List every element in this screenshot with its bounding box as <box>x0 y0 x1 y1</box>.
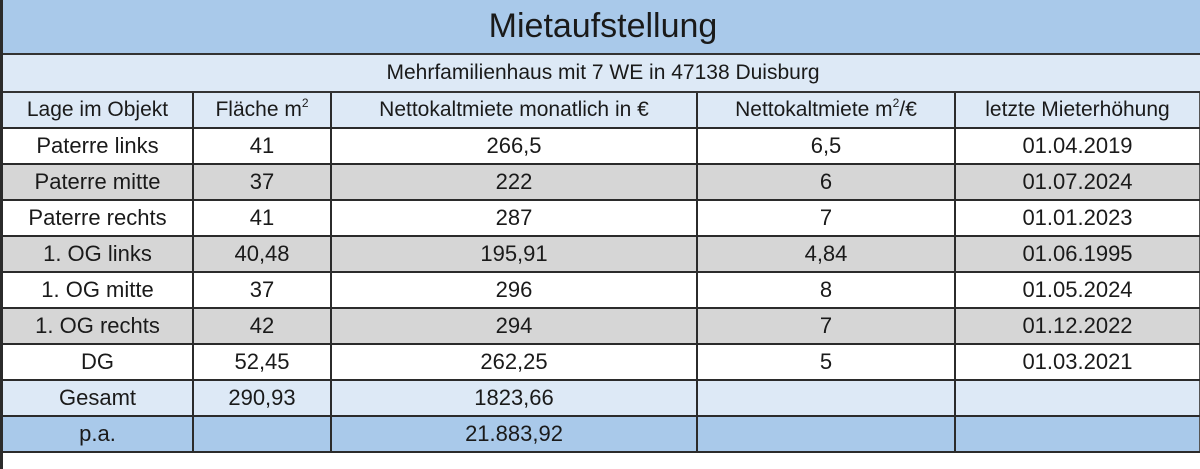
cell-datum: 01.12.2022 <box>954 307 1200 345</box>
header-miete-qm: Nettokaltmiete m2/€ <box>696 93 956 129</box>
cell-datum: 01.01.2023 <box>954 199 1200 237</box>
total-label: Gesamt <box>3 379 194 417</box>
cell-qm: 6,5 <box>696 127 956 165</box>
cell-lage: Paterre mitte <box>3 163 194 201</box>
rent-table: Lage im Objekt Fläche m2 Nettokaltmiete … <box>3 93 1200 453</box>
cell-datum: 01.06.1995 <box>954 235 1200 273</box>
cell-flaeche: 42 <box>192 307 332 345</box>
cell-qm: 8 <box>696 271 956 309</box>
header-miete-monat: Nettokaltmiete monatlich in € <box>330 93 698 129</box>
annual-qm-empty <box>696 415 956 453</box>
annual-row: p.a. 21.883,92 <box>3 415 1200 453</box>
cell-lage: DG <box>3 343 194 381</box>
cell-miete: 296 <box>330 271 698 309</box>
cell-qm: 7 <box>696 199 956 237</box>
cell-flaeche: 41 <box>192 127 332 165</box>
cell-miete: 287 <box>330 199 698 237</box>
annual-datum-empty <box>954 415 1200 453</box>
total-flaeche: 290,93 <box>192 379 332 417</box>
annual-flaeche-empty <box>192 415 332 453</box>
title-text: Mietaufstellung <box>488 7 718 45</box>
table-row: 1. OG links 40,48 195,91 4,84 01.06.1995 <box>3 235 1200 273</box>
cell-miete: 222 <box>330 163 698 201</box>
cell-miete: 266,5 <box>330 127 698 165</box>
cell-lage: 1. OG mitte <box>3 271 194 309</box>
total-datum-empty <box>954 379 1200 417</box>
header-lage: Lage im Objekt <box>3 93 194 129</box>
header-flaeche: Fläche m2 <box>192 93 332 129</box>
cell-flaeche: 40,48 <box>192 235 332 273</box>
table-subtitle: Mehrfamilienhaus mit 7 WE in 47138 Duisb… <box>3 55 1200 93</box>
annual-miete: 21.883,92 <box>330 415 698 453</box>
total-row: Gesamt 290,93 1823,66 <box>3 379 1200 417</box>
cell-qm: 6 <box>696 163 956 201</box>
cell-flaeche: 37 <box>192 271 332 309</box>
table-row: Paterre rechts 41 287 7 01.01.2023 <box>3 199 1200 237</box>
cell-datum: 01.03.2021 <box>954 343 1200 381</box>
cell-datum: 01.05.2024 <box>954 271 1200 309</box>
total-miete: 1823,66 <box>330 379 698 417</box>
table-title: Mietaufstellung <box>3 0 1200 55</box>
header-miete-qm-unit: /€ <box>899 98 917 121</box>
table-row: Paterre mitte 37 222 6 01.07.2024 <box>3 163 1200 201</box>
header-flaeche-label: Fläche m <box>215 98 302 121</box>
cell-miete: 262,25 <box>330 343 698 381</box>
header-row: Lage im Objekt Fläche m2 Nettokaltmiete … <box>3 93 1200 129</box>
header-erhoehung: letzte Mieterhöhung <box>954 93 1200 129</box>
superscript: 2 <box>892 96 900 110</box>
superscript: 2 <box>301 96 309 110</box>
cell-flaeche: 52,45 <box>192 343 332 381</box>
cell-miete: 195,91 <box>330 235 698 273</box>
cell-lage: Paterre links <box>3 127 194 165</box>
cell-datum: 01.04.2019 <box>954 127 1200 165</box>
annual-label: p.a. <box>3 415 194 453</box>
cell-qm: 4,84 <box>696 235 956 273</box>
table-row: Paterre links 41 266,5 6,5 01.04.2019 <box>3 127 1200 165</box>
table-row: 1. OG rechts 42 294 7 01.12.2022 <box>3 307 1200 345</box>
table-row: DG 52,45 262,25 5 01.03.2021 <box>3 343 1200 381</box>
cell-flaeche: 41 <box>192 199 332 237</box>
cell-miete: 294 <box>330 307 698 345</box>
cell-qm: 7 <box>696 307 956 345</box>
cell-lage: 1. OG links <box>3 235 194 273</box>
cell-lage: 1. OG rechts <box>3 307 194 345</box>
total-qm-empty <box>696 379 956 417</box>
subtitle-text: Mehrfamilienhaus mit 7 WE in 47138 Duisb… <box>386 61 820 84</box>
cell-lage: Paterre rechts <box>3 199 194 237</box>
cell-qm: 5 <box>696 343 956 381</box>
table-row: 1. OG mitte 37 296 8 01.05.2024 <box>3 271 1200 309</box>
cell-flaeche: 37 <box>192 163 332 201</box>
cell-datum: 01.07.2024 <box>954 163 1200 201</box>
header-miete-qm-label: Nettokaltmiete m <box>735 98 893 121</box>
